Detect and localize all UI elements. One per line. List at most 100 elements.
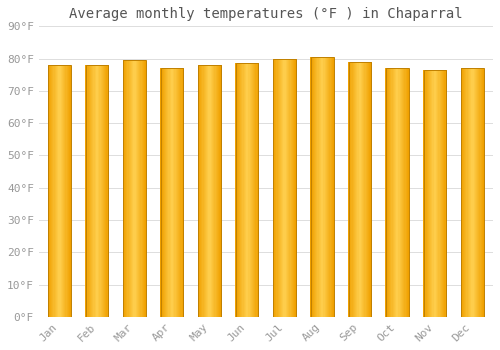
Bar [424,70,446,317]
Bar [362,62,364,317]
Bar [348,62,349,317]
Bar [104,65,106,317]
Bar [199,65,200,317]
Bar [403,68,404,317]
Bar [246,63,247,317]
Bar [294,58,296,317]
Bar [327,57,328,317]
Bar [442,70,443,317]
Bar [400,68,401,317]
Bar [125,60,126,317]
Bar [435,70,436,317]
Bar [320,57,321,317]
Bar [207,65,208,317]
Bar [57,65,58,317]
Bar [248,63,250,317]
Bar [161,68,184,317]
Bar [128,60,130,317]
Bar [369,62,370,317]
Bar [182,68,183,317]
Bar [210,65,211,317]
Bar [213,65,214,317]
Bar [69,65,70,317]
Bar [220,65,222,317]
Bar [162,68,164,317]
Bar [355,62,356,317]
Bar [88,65,90,317]
Bar [182,68,184,317]
Bar [240,63,242,317]
Bar [438,70,440,317]
Bar [124,60,146,317]
Bar [395,68,396,317]
Bar [130,60,131,317]
Bar [461,68,483,317]
Bar [274,58,275,317]
Bar [470,68,471,317]
Bar [328,57,330,317]
Bar [278,58,280,317]
Bar [244,63,245,317]
Bar [401,68,402,317]
Bar [276,58,278,317]
Bar [198,65,199,317]
Bar [390,68,392,317]
Bar [361,62,362,317]
Bar [102,65,103,317]
Bar [388,68,389,317]
Bar [64,65,66,317]
Bar [103,65,104,317]
Bar [54,65,56,317]
Bar [198,65,221,317]
Bar [91,65,92,317]
Title: Average monthly temperatures (°F ) in Chaparral: Average monthly temperatures (°F ) in Ch… [69,7,462,21]
Bar [432,70,434,317]
Bar [354,62,355,317]
Bar [140,60,141,317]
Bar [56,65,57,317]
Bar [86,65,108,317]
Bar [164,68,165,317]
Bar [142,60,143,317]
Bar [475,68,476,317]
Bar [356,62,358,317]
Bar [178,68,179,317]
Bar [407,68,408,317]
Bar [466,68,468,317]
Bar [324,57,326,317]
Bar [333,57,334,317]
Bar [426,70,428,317]
Bar [138,60,140,317]
Bar [480,68,482,317]
Bar [348,62,371,317]
Bar [434,70,435,317]
Bar [464,68,466,317]
Bar [477,68,478,317]
Bar [352,62,354,317]
Bar [96,65,97,317]
Bar [48,65,70,317]
Bar [62,65,63,317]
Bar [364,62,366,317]
Bar [126,60,128,317]
Bar [179,68,180,317]
Bar [310,57,312,317]
Bar [172,68,174,317]
Bar [290,58,292,317]
Bar [404,68,406,317]
Bar [136,60,137,317]
Bar [287,58,288,317]
Bar [471,68,472,317]
Bar [358,62,360,317]
Bar [66,65,68,317]
Bar [282,58,284,317]
Bar [472,68,474,317]
Bar [424,70,426,317]
Bar [368,62,370,317]
Bar [204,65,205,317]
Bar [483,68,484,317]
Bar [274,58,296,317]
Bar [92,65,94,317]
Bar [63,65,64,317]
Bar [429,70,430,317]
